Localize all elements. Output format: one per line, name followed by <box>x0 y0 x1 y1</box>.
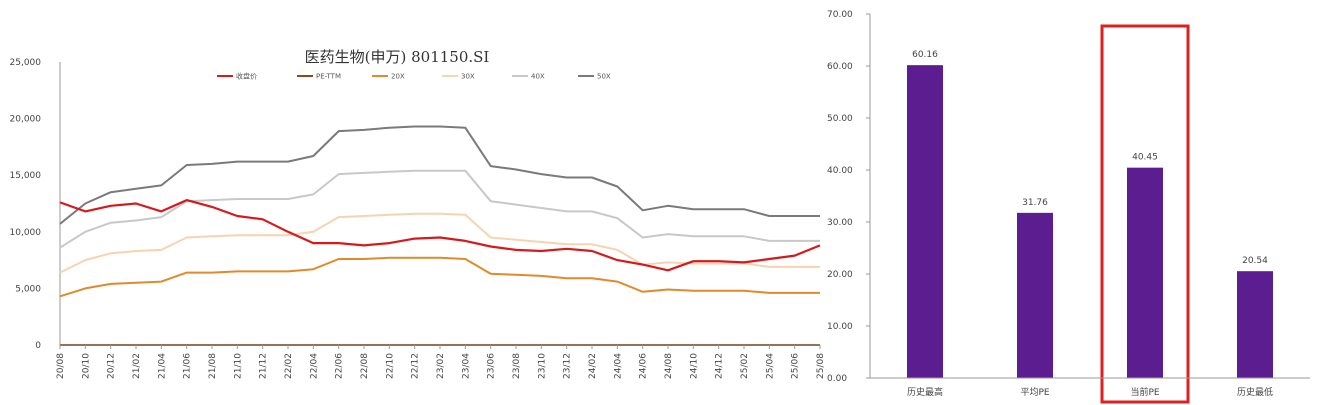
x-tick-label: 23/04 <box>461 353 471 379</box>
bar <box>1017 212 1053 378</box>
bar-chart-y-axis: 0.00 10.00 20.00 30.00 40.00 50.00 60.00 70.00 <box>827 10 871 384</box>
bar <box>907 65 943 378</box>
pe-band-line-chart: 医药生物(申万) 801150.SI 收盘价 PE-TTM 20X 30X 40X 50X… <box>10 48 827 379</box>
bar-value-label: 40.45 <box>1132 153 1158 163</box>
bar-chart-bars: 60.16 31.76 40.45 20.54 <box>907 24 1273 404</box>
x-tick-label: 22/08 <box>360 353 370 379</box>
y-tick-label: 5,000 <box>15 284 41 294</box>
x-tick-label: 24/08 <box>664 353 674 379</box>
x-tick-label: 22/02 <box>284 353 294 379</box>
line-chart-title: 医药生物(申万) 801150.SI <box>305 48 490 66</box>
x-tick-label: 24/04 <box>613 353 623 379</box>
legend-label: 20X <box>391 73 405 81</box>
pe-comparison-bar-chart: 0.0010.0020.0030.0040.0050.0060.0070.00 … <box>827 10 1310 404</box>
x-tick-label: 24/02 <box>588 353 598 379</box>
x-tick-label: 21/08 <box>208 353 218 379</box>
bar-category-label: 当前PE <box>1130 386 1159 398</box>
x-tick-label: 23/08 <box>512 353 522 379</box>
x-tick-label: 22/06 <box>335 353 345 379</box>
series-line-2 <box>59 256 820 298</box>
x-tick-label: 23/06 <box>487 353 497 379</box>
x-tick-label: 21/12 <box>259 353 269 379</box>
x-tick-label: 24/12 <box>715 353 725 379</box>
y-tick-label: 25,000 <box>10 58 42 68</box>
bar-y-tick-label: 50.00 <box>827 114 853 124</box>
x-tick-label: 22/10 <box>385 353 395 379</box>
series-line-5 <box>59 125 820 225</box>
bar-y-tick-label: 10.00 <box>827 322 853 332</box>
bar-category-label: 历史最低 <box>1237 386 1273 398</box>
bar-y-tick-label: 30.00 <box>827 218 853 228</box>
x-tick-label: 21/04 <box>157 353 167 379</box>
bar-category-label: 平均PE <box>1020 386 1049 398</box>
bar-y-tick-label: 20.00 <box>827 270 853 280</box>
y-tick-label: 10,000 <box>10 228 42 238</box>
bar-value-label: 20.54 <box>1242 256 1268 266</box>
legend-label: 50X <box>597 73 611 81</box>
x-tick-label: 23/10 <box>537 353 547 379</box>
bar-y-tick-label: 40.00 <box>827 166 853 176</box>
x-tick-label: 25/02 <box>740 353 750 379</box>
x-tick-label: 24/06 <box>639 353 649 379</box>
x-tick-label: 22/12 <box>411 353 421 379</box>
bar-y-tick-label: 60.00 <box>827 62 853 72</box>
x-tick-label: 24/10 <box>689 353 699 379</box>
x-tick-label: 22/04 <box>309 353 319 379</box>
bar-y-tick-label: 70.00 <box>827 10 853 20</box>
bar-value-label: 60.16 <box>912 50 938 60</box>
x-tick-label: 25/08 <box>816 353 826 379</box>
x-tick-label: 21/10 <box>233 353 243 379</box>
bar-y-tick-label: 0.00 <box>827 374 847 384</box>
bar <box>1237 271 1273 378</box>
bar-chart-x-axis: 历史最高 平均PE 当前PE 历史最低 <box>870 377 1310 398</box>
x-tick-label: 23/12 <box>563 353 573 379</box>
y-tick-label: 20,000 <box>10 115 42 125</box>
bar-category-label: 历史最高 <box>907 386 943 398</box>
legend-label: 收盘价 <box>236 72 257 81</box>
x-tick-label: 23/02 <box>436 353 446 379</box>
x-tick-label: 20/10 <box>81 353 91 379</box>
legend-label: 30X <box>461 73 475 81</box>
highlight-box <box>1100 24 1190 404</box>
series-line-0 <box>59 199 821 272</box>
y-tick-label: 0 <box>35 341 41 351</box>
bar <box>1127 167 1163 378</box>
x-tick-label: 21/02 <box>132 353 142 379</box>
y-tick-label: 15,000 <box>10 171 42 181</box>
x-tick-label: 25/06 <box>791 353 801 379</box>
legend-label: 40X <box>531 73 545 81</box>
x-tick-label: 25/04 <box>765 353 775 379</box>
line-chart-series <box>59 125 821 346</box>
x-tick-label: 20/12 <box>107 353 117 379</box>
line-chart-y-axis: 0 5,000 10,000 15,000 20,000 25,000 <box>10 58 61 351</box>
x-tick-label: 20/08 <box>56 353 66 379</box>
x-tick-label: 21/06 <box>183 353 193 379</box>
bar-value-label: 31.76 <box>1022 198 1048 208</box>
legend-label: PE-TTM <box>316 73 341 81</box>
line-chart-x-axis: 20/08 20/10 20/12 21/02 21/04 21/06 21/08 21/10… <box>56 344 826 379</box>
series-line-3 <box>59 212 820 274</box>
line-chart-legend: 收盘价 PE-TTM 20X 30X 40X 50X <box>217 72 611 81</box>
